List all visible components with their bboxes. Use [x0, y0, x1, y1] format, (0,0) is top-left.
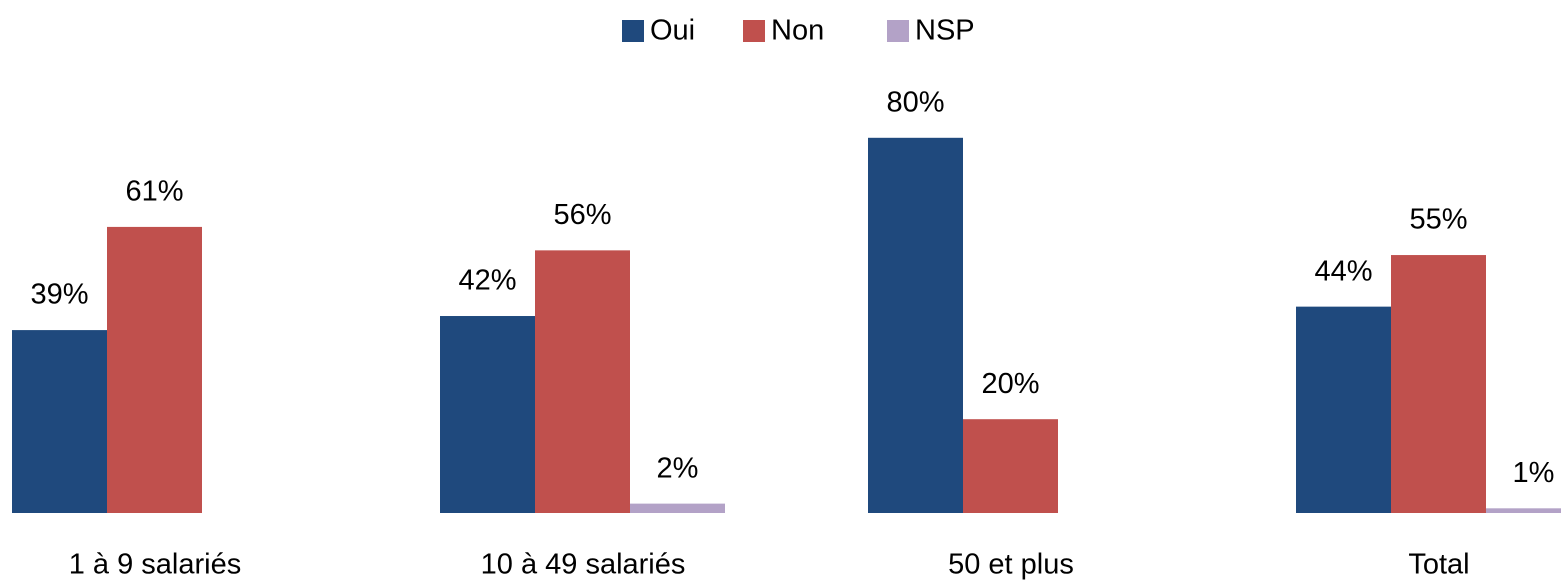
bar — [535, 250, 630, 514]
data-label: 20% — [981, 368, 1039, 400]
legend-swatch — [622, 20, 644, 42]
legend-label: Oui — [650, 15, 695, 47]
legend-label: Non — [771, 15, 824, 47]
data-label: 2% — [657, 452, 699, 484]
data-label: 1% — [1513, 457, 1555, 489]
bar — [963, 419, 1058, 513]
data-label: 61% — [125, 176, 183, 208]
bar — [868, 137, 963, 514]
legend-swatch — [887, 20, 909, 42]
bar — [630, 503, 725, 513]
bar — [1296, 306, 1391, 513]
bar — [107, 226, 202, 513]
data-label: 56% — [553, 199, 611, 231]
bar — [1391, 255, 1486, 514]
data-label: 44% — [1314, 255, 1372, 287]
data-label: 42% — [458, 265, 516, 297]
x-tick-label: Total — [1408, 549, 1469, 581]
bar — [12, 330, 107, 513]
data-label: 39% — [30, 279, 88, 311]
data-label: 80% — [886, 86, 944, 118]
bar — [1486, 508, 1561, 513]
data-label: 55% — [1409, 204, 1467, 236]
legend-label: NSP — [915, 15, 975, 47]
legend-swatch — [743, 20, 765, 42]
x-tick-label: 10 à 49 salariés — [481, 549, 686, 581]
bar — [440, 316, 535, 513]
x-tick-label: 1 à 9 salariés — [69, 549, 242, 581]
x-tick-label: 50 et plus — [948, 549, 1074, 581]
